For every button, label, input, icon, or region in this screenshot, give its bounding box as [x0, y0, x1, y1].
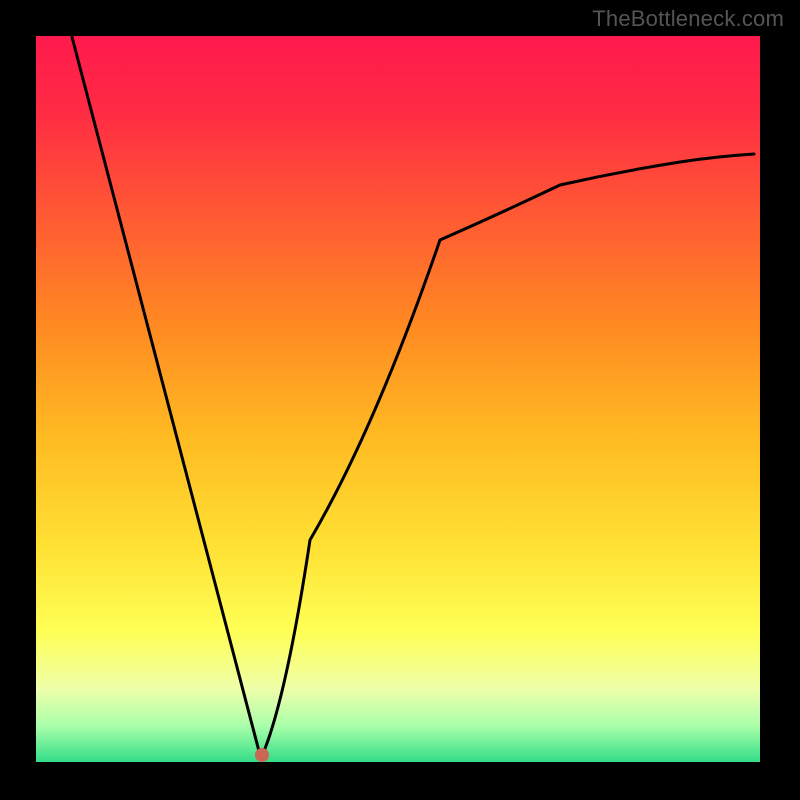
- plot-background: [36, 36, 760, 762]
- watermark-text: TheBottleneck.com: [592, 6, 784, 32]
- chart-svg: [0, 0, 800, 800]
- minimum-marker: [255, 748, 269, 762]
- chart-root: TheBottleneck.com: [0, 0, 800, 800]
